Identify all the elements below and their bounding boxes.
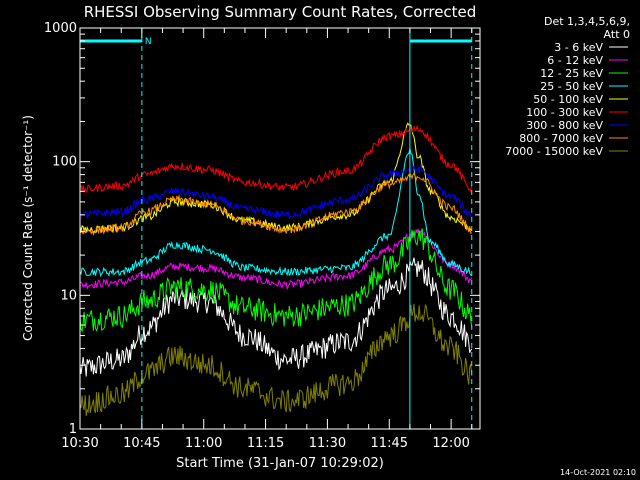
y-axis: 1 10 100 1000 bbox=[44, 21, 480, 437]
x-tick-label: 11:15 bbox=[247, 436, 284, 451]
y-tick-label: 10 bbox=[60, 288, 77, 303]
y-tick-label: 100 bbox=[52, 155, 77, 170]
series-line bbox=[79, 164, 473, 220]
plot-area: N 1 10 100 1000 10:30 10:45 11:00 11:15 11:30 11… bbox=[44, 21, 481, 451]
x-tick-label: 11:45 bbox=[371, 436, 408, 451]
legend-entry-label: 6 - 12 keV bbox=[547, 54, 603, 67]
legend-entry-label: 50 - 100 keV bbox=[533, 93, 603, 106]
legend-header-line-1: Det 1,3,4,5,6,9, bbox=[544, 15, 630, 28]
series-line bbox=[79, 171, 472, 237]
y-tick-label: 1000 bbox=[44, 21, 77, 36]
x-tick-label: 10:45 bbox=[123, 436, 160, 451]
x-tick-label: 11:00 bbox=[185, 436, 222, 451]
x-tick-label: 10:30 bbox=[61, 436, 98, 451]
legend-entry-label: 3 - 6 keV bbox=[554, 41, 603, 54]
annotation-layer: N bbox=[80, 28, 473, 429]
y-axis-label: Corrected Count Rate (s⁻¹ detector⁻¹) bbox=[21, 115, 35, 341]
x-tick-label: 11:30 bbox=[309, 436, 346, 451]
series-line bbox=[79, 257, 473, 377]
x-tick-label: 12:00 bbox=[432, 436, 469, 451]
series-line bbox=[79, 228, 473, 333]
x-axis: 10:30 10:45 11:00 11:15 11:30 11:45 12:00 bbox=[61, 28, 473, 451]
legend-entry-label: 800 - 7000 keV bbox=[519, 132, 603, 145]
y-tick-label: 1 bbox=[69, 422, 77, 437]
x-axis-label: Start Time (31-Jan-07 10:29:02) bbox=[176, 456, 384, 471]
series-line bbox=[79, 148, 473, 278]
series-line bbox=[79, 228, 473, 291]
series-line bbox=[79, 303, 473, 416]
footer-timestamp: 14-Oct-2021 02:10 bbox=[560, 468, 636, 477]
legend-entry-label: 300 - 800 keV bbox=[526, 119, 603, 132]
plot-frame bbox=[79, 27, 481, 430]
chart-title: RHESSI Observing Summary Count Rates, Co… bbox=[84, 3, 477, 21]
legend-entry-label: 25 - 50 keV bbox=[540, 80, 603, 93]
legend-header-line-2: Att 0 bbox=[604, 28, 630, 41]
series-layer bbox=[79, 122, 473, 416]
attenuator-bar-label: N bbox=[145, 37, 152, 47]
legend-entry-label: 12 - 25 keV bbox=[540, 67, 603, 80]
series-line bbox=[79, 125, 473, 194]
legend-entry-label: 100 - 300 keV bbox=[526, 106, 603, 119]
legend-entry-label: 7000 - 15000 keV bbox=[505, 145, 603, 158]
